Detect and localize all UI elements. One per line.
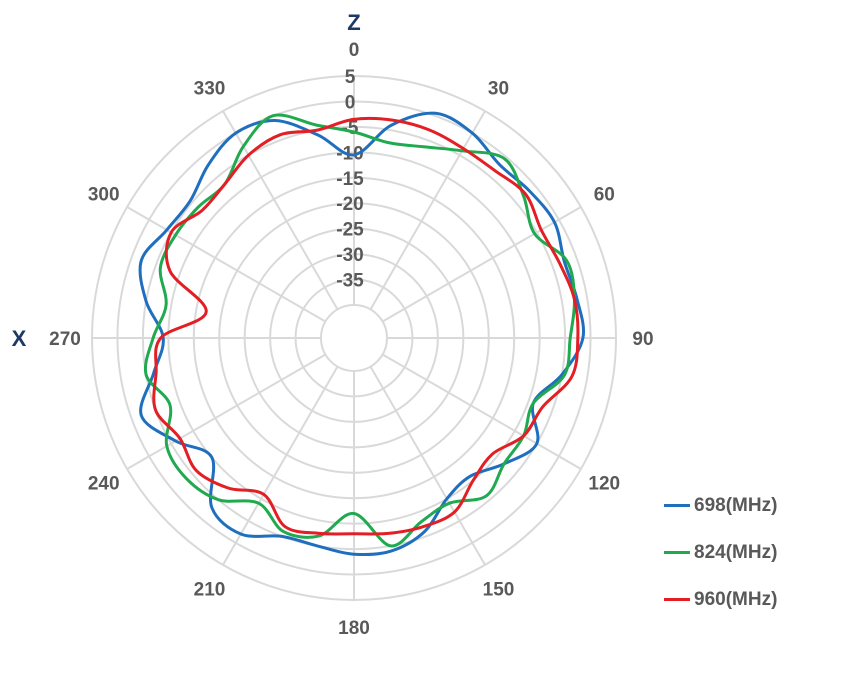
series-line bbox=[138, 111, 585, 557]
angle-tick-label: 270 bbox=[49, 329, 81, 350]
legend-label: 960(MHz) bbox=[694, 588, 778, 610]
series-line bbox=[152, 116, 580, 536]
radial-tick-label: -20 bbox=[336, 194, 363, 215]
legend-swatch bbox=[664, 551, 690, 554]
radial-tick-label: -35 bbox=[336, 271, 364, 292]
legend-swatch bbox=[664, 504, 690, 507]
radial-tick-label: -15 bbox=[336, 169, 364, 190]
angle-tick-label: 180 bbox=[338, 618, 370, 639]
legend-item: 960(MHz) bbox=[664, 576, 834, 623]
series-lines bbox=[138, 111, 585, 557]
legend-item: 698(MHz) bbox=[664, 482, 834, 529]
grid-spoke bbox=[222, 366, 339, 566]
angle-tick-label: 90 bbox=[632, 329, 653, 350]
radial-tick-labels: 50-5-10-15-20-25-30-35 bbox=[336, 67, 364, 292]
polar-grid bbox=[91, 75, 617, 601]
angle-tick-label: 240 bbox=[88, 474, 120, 495]
angle-tick-label: 120 bbox=[588, 474, 620, 495]
angle-tick-label: 300 bbox=[88, 185, 120, 206]
grid-spoke bbox=[222, 110, 339, 310]
angle-tick-labels: 0 30 60 90 120 150 180 210 240 270 300 330 bbox=[49, 40, 653, 639]
legend: 698(MHz) 824(MHz) 960(MHz) bbox=[664, 482, 834, 623]
grid-spoke bbox=[382, 206, 582, 323]
grid-spoke bbox=[126, 353, 326, 470]
grid-ring bbox=[320, 304, 388, 372]
radial-tick-label: -30 bbox=[336, 245, 363, 266]
radial-tick-label: 5 bbox=[345, 67, 356, 88]
grid-spoke bbox=[126, 206, 326, 323]
angle-tick-label: 210 bbox=[194, 579, 226, 600]
legend-item: 824(MHz) bbox=[664, 529, 834, 576]
axis-label-horizontal: X bbox=[12, 326, 27, 351]
angle-tick-label: 30 bbox=[488, 79, 509, 100]
legend-label: 824(MHz) bbox=[694, 541, 778, 563]
angle-tick-label: 60 bbox=[594, 185, 615, 206]
legend-label: 698(MHz) bbox=[694, 494, 778, 516]
angle-tick-label: 150 bbox=[483, 579, 515, 600]
grid-spoke bbox=[369, 110, 486, 310]
radial-tick-label: -25 bbox=[336, 220, 364, 241]
legend-swatch bbox=[664, 598, 690, 601]
angle-tick-label: 0 bbox=[349, 40, 360, 61]
radial-tick-label: 0 bbox=[345, 92, 356, 113]
axis-label-vertical: Z bbox=[347, 10, 360, 35]
series-line bbox=[143, 113, 576, 548]
angle-tick-label: 330 bbox=[194, 79, 226, 100]
grid-spoke bbox=[369, 366, 486, 566]
grid-spoke bbox=[382, 353, 582, 470]
